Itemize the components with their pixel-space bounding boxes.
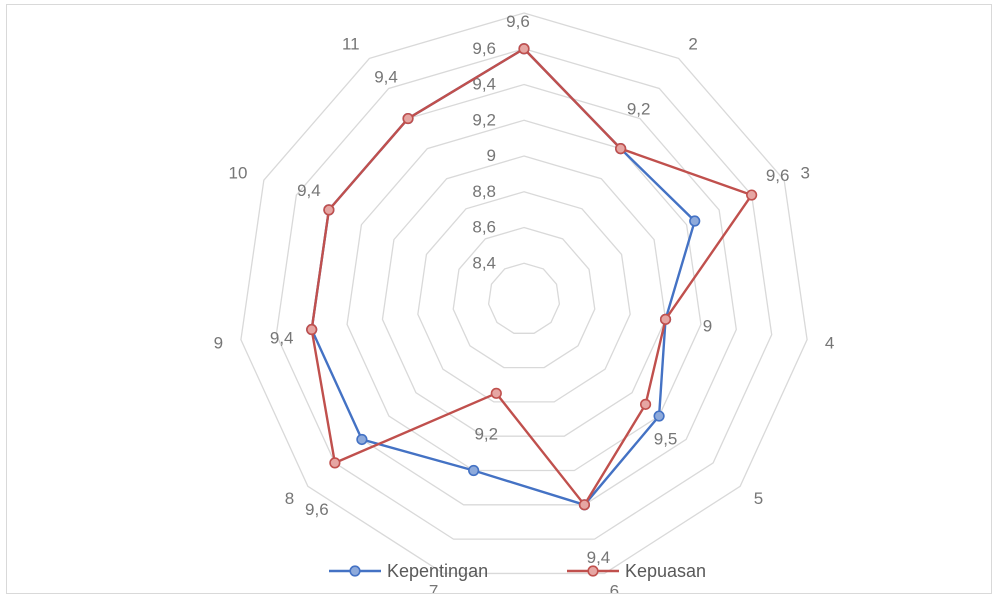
data-label: 9,5 bbox=[654, 429, 678, 448]
category-label: 11 bbox=[342, 34, 360, 53]
data-point-kepuasan bbox=[746, 189, 758, 201]
radar-chart: 8,48,68,899,29,49,612345678910119,69,29,… bbox=[214, 0, 835, 598]
category-label: 5 bbox=[754, 489, 763, 508]
data-label: 9,4 bbox=[587, 548, 611, 567]
data-label: 9,4 bbox=[297, 181, 321, 200]
series-line-kepuasan bbox=[310, 47, 753, 507]
data-label: 9,2 bbox=[474, 424, 498, 443]
data-label: 9 bbox=[703, 316, 712, 335]
data-label: 9,6 bbox=[305, 500, 329, 519]
data-label: 9,2 bbox=[627, 100, 651, 119]
data-label: 9,4 bbox=[270, 329, 294, 348]
category-label: 8 bbox=[285, 489, 294, 508]
tick-label: 8,4 bbox=[472, 253, 496, 272]
tick-label: 8,6 bbox=[472, 218, 496, 237]
data-point-kepuasan bbox=[659, 313, 672, 325]
chart-frame: 8,48,68,899,29,49,612345678910119,69,29,… bbox=[6, 0, 992, 598]
data-point-kepuasan bbox=[306, 323, 318, 336]
legend-marker-kepuasan bbox=[587, 565, 599, 577]
data-point-kepentingan bbox=[356, 433, 368, 446]
category-label: 9 bbox=[214, 333, 223, 352]
data-point-kepuasan bbox=[323, 204, 335, 216]
grid-ring-0 bbox=[487, 262, 561, 334]
category-label: 2 bbox=[688, 34, 697, 53]
tick-label: 9,4 bbox=[472, 75, 496, 94]
grid-ring-6 bbox=[275, 48, 773, 540]
grid-ring-1 bbox=[452, 226, 596, 369]
data-point-kepuasan bbox=[615, 143, 627, 155]
grid-ring-7 bbox=[240, 12, 808, 575]
tick-label: 9,2 bbox=[472, 110, 496, 129]
legend-label-kepuasan: Kepuasan bbox=[625, 561, 706, 581]
data-label: 9,4 bbox=[374, 68, 398, 87]
data-point-kepentingan bbox=[689, 215, 701, 227]
category-label: 4 bbox=[825, 333, 834, 352]
data-point-kepuasan bbox=[490, 387, 502, 399]
tick-label: 9 bbox=[487, 146, 496, 165]
category-label: 3 bbox=[801, 164, 810, 183]
data-label: 9,6 bbox=[766, 166, 790, 185]
legend-label-kepentingan: Kepentingan bbox=[387, 561, 488, 581]
grid-ring-2 bbox=[417, 191, 631, 403]
data-point-kepuasan bbox=[402, 112, 414, 125]
data-point-kepuasan bbox=[329, 457, 341, 469]
grid-ring-3 bbox=[381, 155, 667, 437]
data-point-kepuasan bbox=[518, 43, 530, 55]
data-label: 9,6 bbox=[506, 12, 530, 31]
data-point-kepuasan bbox=[578, 499, 591, 511]
tick-label: 9,6 bbox=[472, 39, 496, 58]
data-point-kepentingan bbox=[653, 410, 665, 422]
grid-ring-4 bbox=[346, 119, 702, 472]
legend-marker-kepentingan bbox=[349, 565, 361, 577]
category-label: 6 bbox=[610, 582, 619, 593]
category-label: 7 bbox=[429, 582, 438, 593]
data-point-kepuasan bbox=[639, 398, 652, 410]
tick-label: 8,8 bbox=[472, 182, 496, 201]
category-label: 10 bbox=[229, 164, 248, 183]
data-point-kepentingan bbox=[468, 464, 480, 477]
